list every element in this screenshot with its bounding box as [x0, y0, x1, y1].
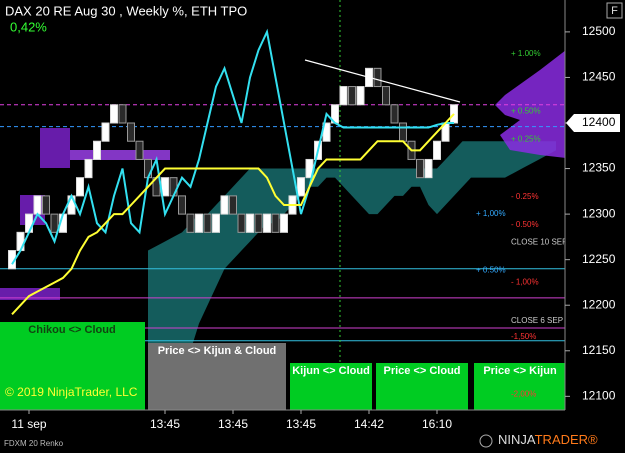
renko-brick: [416, 158, 424, 179]
renko-brick: [135, 140, 144, 160]
signal-label: Price <> Kijun & Cloud: [158, 345, 277, 357]
x-tick-label: 13:45: [286, 417, 316, 431]
cloud: [148, 141, 556, 397]
y-tick-label: 12350: [582, 161, 616, 175]
y-tick-label: 12500: [582, 24, 616, 38]
renko-brick: [25, 213, 33, 233]
level-annotation: + 1.00%: [511, 49, 541, 58]
renko-brick: [144, 158, 152, 179]
x-tick-label: 13:45: [150, 417, 180, 431]
renko-brick: [118, 104, 127, 124]
indicator-line: [11, 113, 455, 316]
renko-brick: [212, 213, 220, 233]
price-tag-label: 12400: [582, 115, 616, 129]
signal-box: [376, 363, 468, 410]
y-tick-label: 12450: [582, 70, 616, 84]
instrument-label: FDXM 20 Renko: [4, 439, 64, 448]
renko-brick: [424, 158, 433, 179]
signal-label: Price <> Cloud: [383, 365, 460, 377]
x-tick-label: 11 sep: [11, 417, 46, 431]
signal-label: Price <> Kijun: [483, 365, 557, 377]
renko-brick: [382, 86, 390, 106]
renko-brick: [16, 231, 25, 252]
logo-part: TRADER®: [535, 432, 598, 447]
renko-brick: [280, 213, 288, 233]
signal-box: [290, 363, 372, 410]
renko-brick: [254, 213, 263, 233]
renko-brick: [390, 104, 399, 124]
renko-brick: [229, 195, 237, 215]
y-tick-label: 12200: [582, 297, 616, 311]
renko-brick: [101, 122, 110, 142]
chart-title: DAX 20 RE Aug 30 , Weekly %, ETH TPO: [5, 3, 247, 18]
button[interactable]: [606, 2, 623, 19]
renko-brick: [110, 104, 118, 124]
renko-brick: [178, 195, 186, 215]
renko-brick: [169, 177, 178, 197]
renko-brick: [246, 213, 254, 233]
renko-brick: [348, 86, 356, 106]
x-tick-label: 16:10: [422, 417, 452, 431]
x-tick-label: 13:45: [218, 417, 248, 431]
level-annotation: - 0.50%: [511, 220, 539, 229]
renko-brick: [297, 177, 305, 197]
trendline: [304, 59, 461, 103]
y-tick-label: 12250: [582, 252, 616, 266]
renko-brick: [339, 86, 348, 106]
renko-brick: [433, 140, 441, 160]
level-annotation: -1,50%: [511, 332, 536, 341]
y-tick-label: 12300: [582, 206, 616, 220]
renko-brick: [76, 177, 84, 197]
level-annotation: + 0.50%: [511, 106, 541, 115]
renko-brick: [50, 213, 59, 233]
renko-brick: [356, 86, 365, 106]
renko-brick: [203, 213, 212, 233]
signal-label: Chikou <> Cloud: [28, 324, 115, 336]
change-label: 0,42%: [10, 19, 47, 34]
renko-brick: [237, 213, 246, 233]
indicator-line: [11, 28, 454, 265]
level-annotation: CLOSE 6 SEP: [511, 316, 563, 325]
renko-brick: [373, 67, 382, 88]
logo: NINJATRADER®: [498, 432, 598, 447]
renko-brick: [271, 213, 280, 233]
level-annotation: + 1,00%: [476, 209, 506, 218]
button-label[interactable]: F: [611, 5, 618, 17]
renko-brick: [186, 213, 195, 233]
level-annotation: CLOSE 10 SEP: [511, 237, 567, 246]
signal-box: [148, 343, 286, 410]
renko-brick: [263, 213, 271, 233]
renko-brick: [67, 195, 76, 215]
price-axis: [565, 0, 625, 410]
level-annotation: -2,00%: [511, 390, 536, 399]
level-annotation: - 1,00%: [511, 278, 539, 287]
level-annotation: - 0.25%: [511, 192, 539, 201]
x-tick-label: 14:42: [354, 417, 384, 431]
logo-icon: [479, 434, 493, 448]
price-tag: [566, 114, 620, 132]
renko-brick: [399, 122, 407, 142]
signal-label: Kijun <> Cloud: [292, 365, 370, 377]
signal-box: [474, 363, 566, 410]
renko-brick: [42, 195, 50, 215]
renko-brick: [127, 122, 135, 142]
renko-brick: [84, 158, 93, 179]
y-tick-label: 12100: [582, 389, 616, 403]
level-annotation: + 0.50%: [476, 266, 506, 275]
copyright: © 2019 NinjaTrader, LLC: [5, 385, 138, 399]
level-annotation: + 0.25%: [511, 135, 541, 144]
renko-brick: [93, 140, 101, 160]
logo-part: NINJA: [498, 432, 536, 447]
renko-brick: [220, 195, 229, 215]
renko-brick: [33, 195, 42, 215]
renko-brick: [195, 213, 203, 233]
signal-box: [0, 322, 145, 410]
y-tick-label: 12150: [582, 343, 616, 357]
